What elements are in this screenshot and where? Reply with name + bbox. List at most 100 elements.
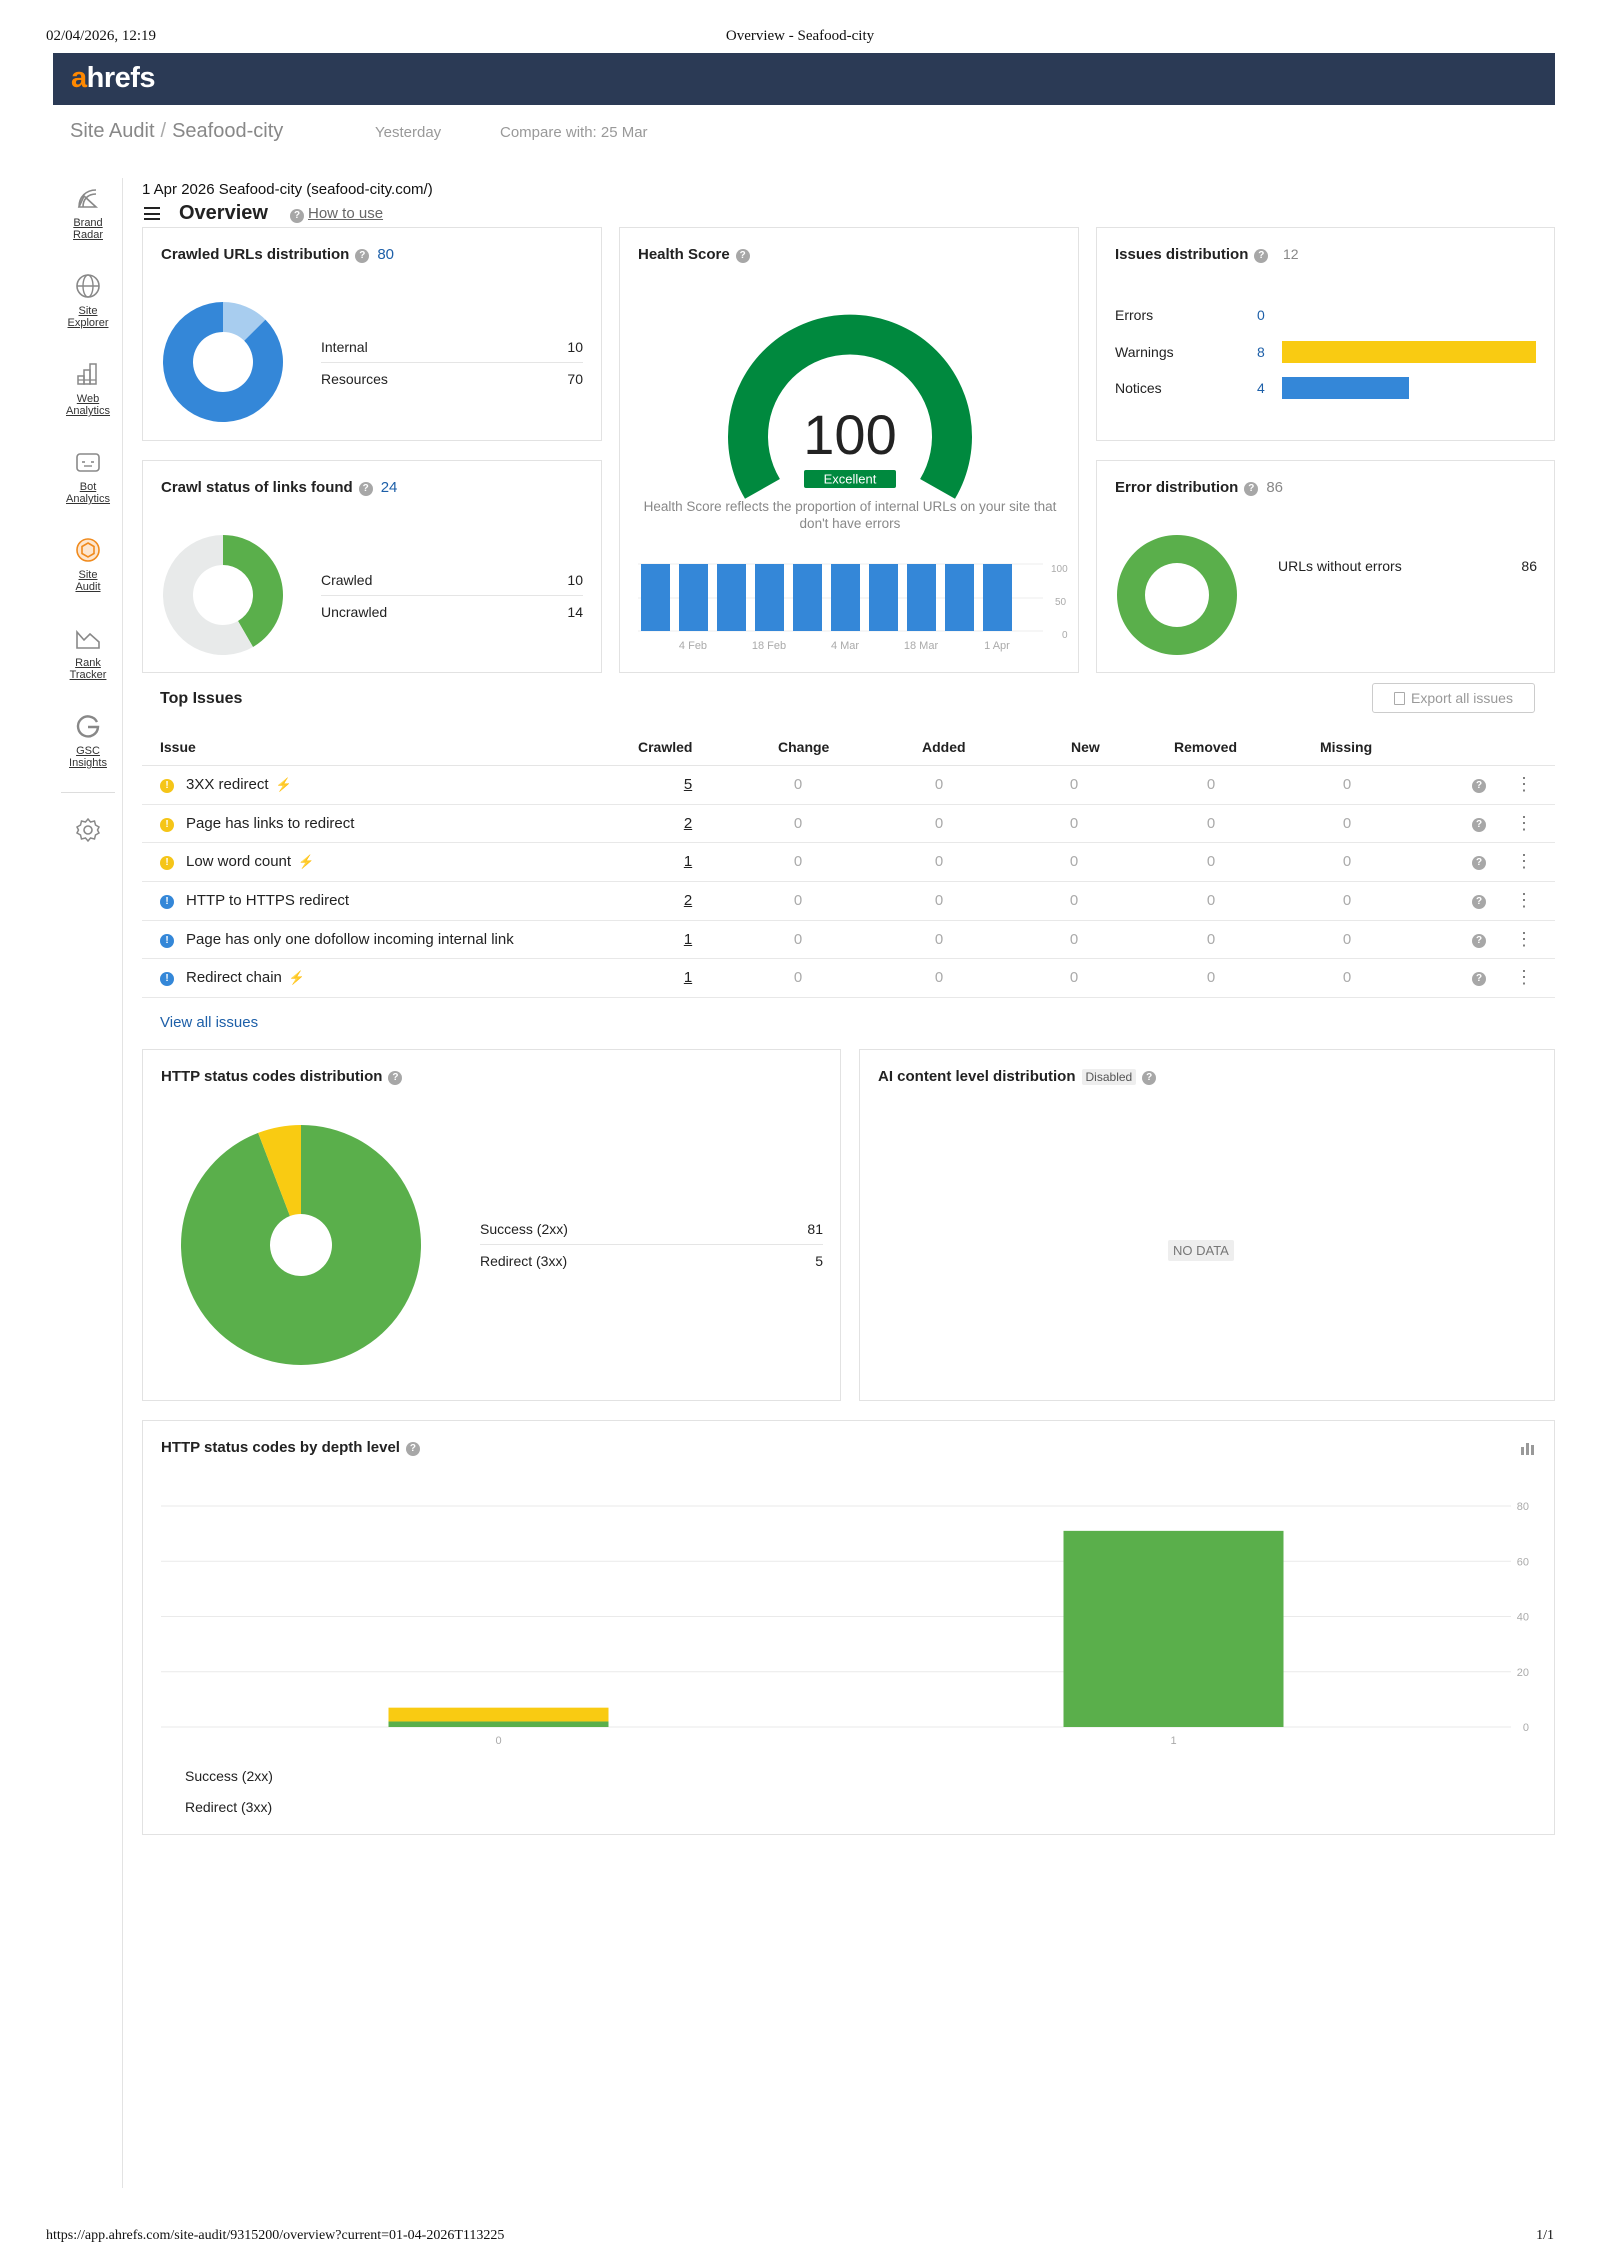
col-removed[interactable]: Removed [1174, 739, 1238, 755]
history-bar[interactable] [831, 564, 860, 631]
errors-count[interactable]: 0 [1257, 307, 1265, 323]
bar-success[interactable] [388, 1721, 609, 1727]
bar-chart-icon[interactable] [1520, 1441, 1536, 1455]
legend-row-resources[interactable]: Resources 70 [321, 371, 583, 387]
help-icon[interactable]: ? [358, 482, 373, 496]
table-row[interactable]: ! Low word count ⚡ 1 0 0 0 0 0? ⋮ [142, 843, 1555, 883]
legend-row-crawled[interactable]: Crawled 10 [321, 564, 583, 596]
view-all-issues-link[interactable]: View all issues [160, 1014, 259, 1031]
help-icon[interactable]: ? [1472, 779, 1486, 793]
how-to-use-link[interactable]: ? How to use [290, 205, 383, 223]
sidebar-item-web-analytics[interactable]: Web Analytics [53, 358, 123, 417]
export-all-issues-button[interactable]: Export all issues [1372, 683, 1535, 713]
table-row[interactable]: ! Redirect chain ⚡ 1 0 0 0 0 0? ⋮ [142, 959, 1555, 999]
sidebar-item-settings[interactable] [53, 814, 123, 849]
ahrefs-logo[interactable]: ahrefs [71, 62, 156, 94]
table-row[interactable]: ! Page has only one dofollow incoming int… [142, 921, 1555, 960]
col-added[interactable]: Added [922, 739, 966, 755]
history-bar[interactable] [907, 564, 936, 631]
col-new[interactable]: New [1071, 739, 1100, 755]
crawled-count[interactable]: 5 [683, 776, 693, 793]
help-icon[interactable]: ? [1472, 856, 1486, 871]
issue-name[interactable]: 3XX redirect ⚡ [186, 776, 292, 793]
bar-success[interactable] [1063, 1530, 1284, 1727]
history-bar[interactable] [717, 564, 746, 631]
legend-row-urls-without-errors[interactable]: URLs without errors 86 [1278, 558, 1537, 574]
legend-row-redirect[interactable]: Redirect (3xx) 5 [480, 1253, 823, 1269]
issue-name[interactable]: Low word count ⚡ [186, 853, 315, 871]
breadcrumb-site-audit[interactable]: Site Audit [70, 120, 155, 142]
issue-name[interactable]: Page has only one dofollow incoming inte… [186, 930, 514, 948]
history-bar[interactable] [869, 564, 898, 631]
slice-uncrawled[interactable] [163, 535, 253, 655]
crawl-date-selector[interactable]: Yesterday [375, 124, 442, 141]
bar-redirect[interactable] [388, 1707, 609, 1722]
help-icon[interactable]: ? [1472, 933, 1486, 948]
col-missing[interactable]: Missing [1320, 739, 1373, 755]
crawled-count[interactable]: 2 [683, 892, 693, 910]
sidebar-item-site-audit[interactable]: Site Audit [53, 534, 123, 593]
issue-name[interactable]: HTTP to HTTPS redirect [186, 892, 350, 910]
notices-count[interactable]: 4 [1257, 380, 1265, 396]
help-icon[interactable]: ? [1472, 895, 1486, 910]
slice-crawled[interactable] [223, 535, 283, 647]
sidebar-item-gsc-insights[interactable]: GSC Insights [53, 710, 123, 769]
history-bar[interactable] [641, 564, 670, 631]
table-row[interactable]: ! 3XX redirect ⚡ 5 0 0 0 0 0? ⋮ [142, 766, 1555, 805]
slice-success-2xx[interactable] [180, 1125, 421, 1365]
history-bar[interactable] [945, 564, 974, 631]
more-options-icon[interactable]: ⋮ [1515, 967, 1533, 988]
table-row[interactable]: ! Page has links to redirect 2 0 0 0 0 0? ⋮ [142, 805, 1555, 844]
total-count[interactable]: 80 [377, 246, 395, 263]
sidebar-item-brand-radar[interactable]: Brand Radar [53, 182, 123, 241]
notices-bar[interactable] [1282, 377, 1409, 399]
slice-redirect-3xx[interactable] [258, 1125, 301, 1217]
sidebar-item-site-explorer[interactable]: Site Explorer [53, 270, 123, 329]
history-bar[interactable] [755, 564, 784, 631]
legend-redirect[interactable]: Redirect (3xx) [185, 1799, 273, 1815]
crawled-count[interactable]: 1 [683, 969, 693, 987]
col-crawled[interactable]: Crawled [638, 739, 693, 755]
more-options-icon[interactable]: ⋮ [1515, 928, 1533, 949]
help-icon[interactable]: ? [1472, 817, 1486, 832]
sidebar-item-bot-analytics[interactable]: Bot Analytics [53, 446, 123, 505]
issue-name[interactable]: Page has links to redirect [186, 814, 355, 832]
help-icon[interactable]: ? [1244, 482, 1259, 496]
crawled-count[interactable]: 2 [683, 814, 693, 832]
help-icon[interactable]: ? [355, 249, 370, 263]
help-icon[interactable]: ? [388, 1071, 403, 1085]
breadcrumb-project[interactable]: Seafood-city [172, 120, 284, 142]
more-options-icon[interactable]: ⋮ [1515, 774, 1533, 794]
legend-row-success[interactable]: Success (2xx) 81 [480, 1213, 823, 1245]
compare-selector[interactable]: Compare with: 25 Mar [500, 124, 648, 141]
issue-name[interactable]: Redirect chain ⚡ [186, 969, 306, 987]
sidebar-item-rank-tracker[interactable]: Rank Tracker [53, 622, 123, 681]
slice-urls-without-errors[interactable] [1116, 535, 1237, 655]
slice-internal[interactable] [223, 302, 266, 341]
col-change[interactable]: Change [778, 739, 830, 755]
crawled-count[interactable]: 1 [683, 930, 693, 948]
print-url: https://app.ahrefs.com/site-audit/931520… [46, 2228, 505, 2243]
table-row[interactable]: ! HTTP to HTTPS redirect 2 0 0 0 0 0? ⋮ [142, 882, 1555, 921]
total-count[interactable]: 24 [380, 479, 398, 496]
slice-resources[interactable] [163, 302, 283, 422]
help-icon[interactable]: ? [405, 1442, 420, 1456]
legend-row-internal[interactable]: Internal 10 [321, 331, 583, 363]
more-options-icon[interactable]: ⋮ [1515, 812, 1533, 833]
warnings-bar[interactable] [1282, 341, 1536, 363]
menu-icon[interactable] [144, 207, 160, 220]
history-bar[interactable] [793, 564, 822, 631]
more-options-icon[interactable]: ⋮ [1515, 851, 1533, 872]
warnings-count[interactable]: 8 [1257, 344, 1265, 360]
help-icon[interactable]: ? [735, 249, 750, 263]
col-issue[interactable]: Issue [160, 739, 196, 755]
history-bar[interactable] [679, 564, 708, 631]
history-bar[interactable] [983, 564, 1012, 631]
more-options-icon[interactable]: ⋮ [1515, 890, 1533, 911]
help-icon[interactable]: ? [1472, 972, 1486, 987]
legend-success[interactable]: Success (2xx) [185, 1768, 273, 1784]
crawled-count[interactable]: 1 [683, 853, 693, 871]
help-icon[interactable]: ? [1142, 1071, 1157, 1085]
help-icon[interactable]: ? [1254, 249, 1269, 263]
legend-row-uncrawled[interactable]: Uncrawled 14 [321, 604, 583, 620]
